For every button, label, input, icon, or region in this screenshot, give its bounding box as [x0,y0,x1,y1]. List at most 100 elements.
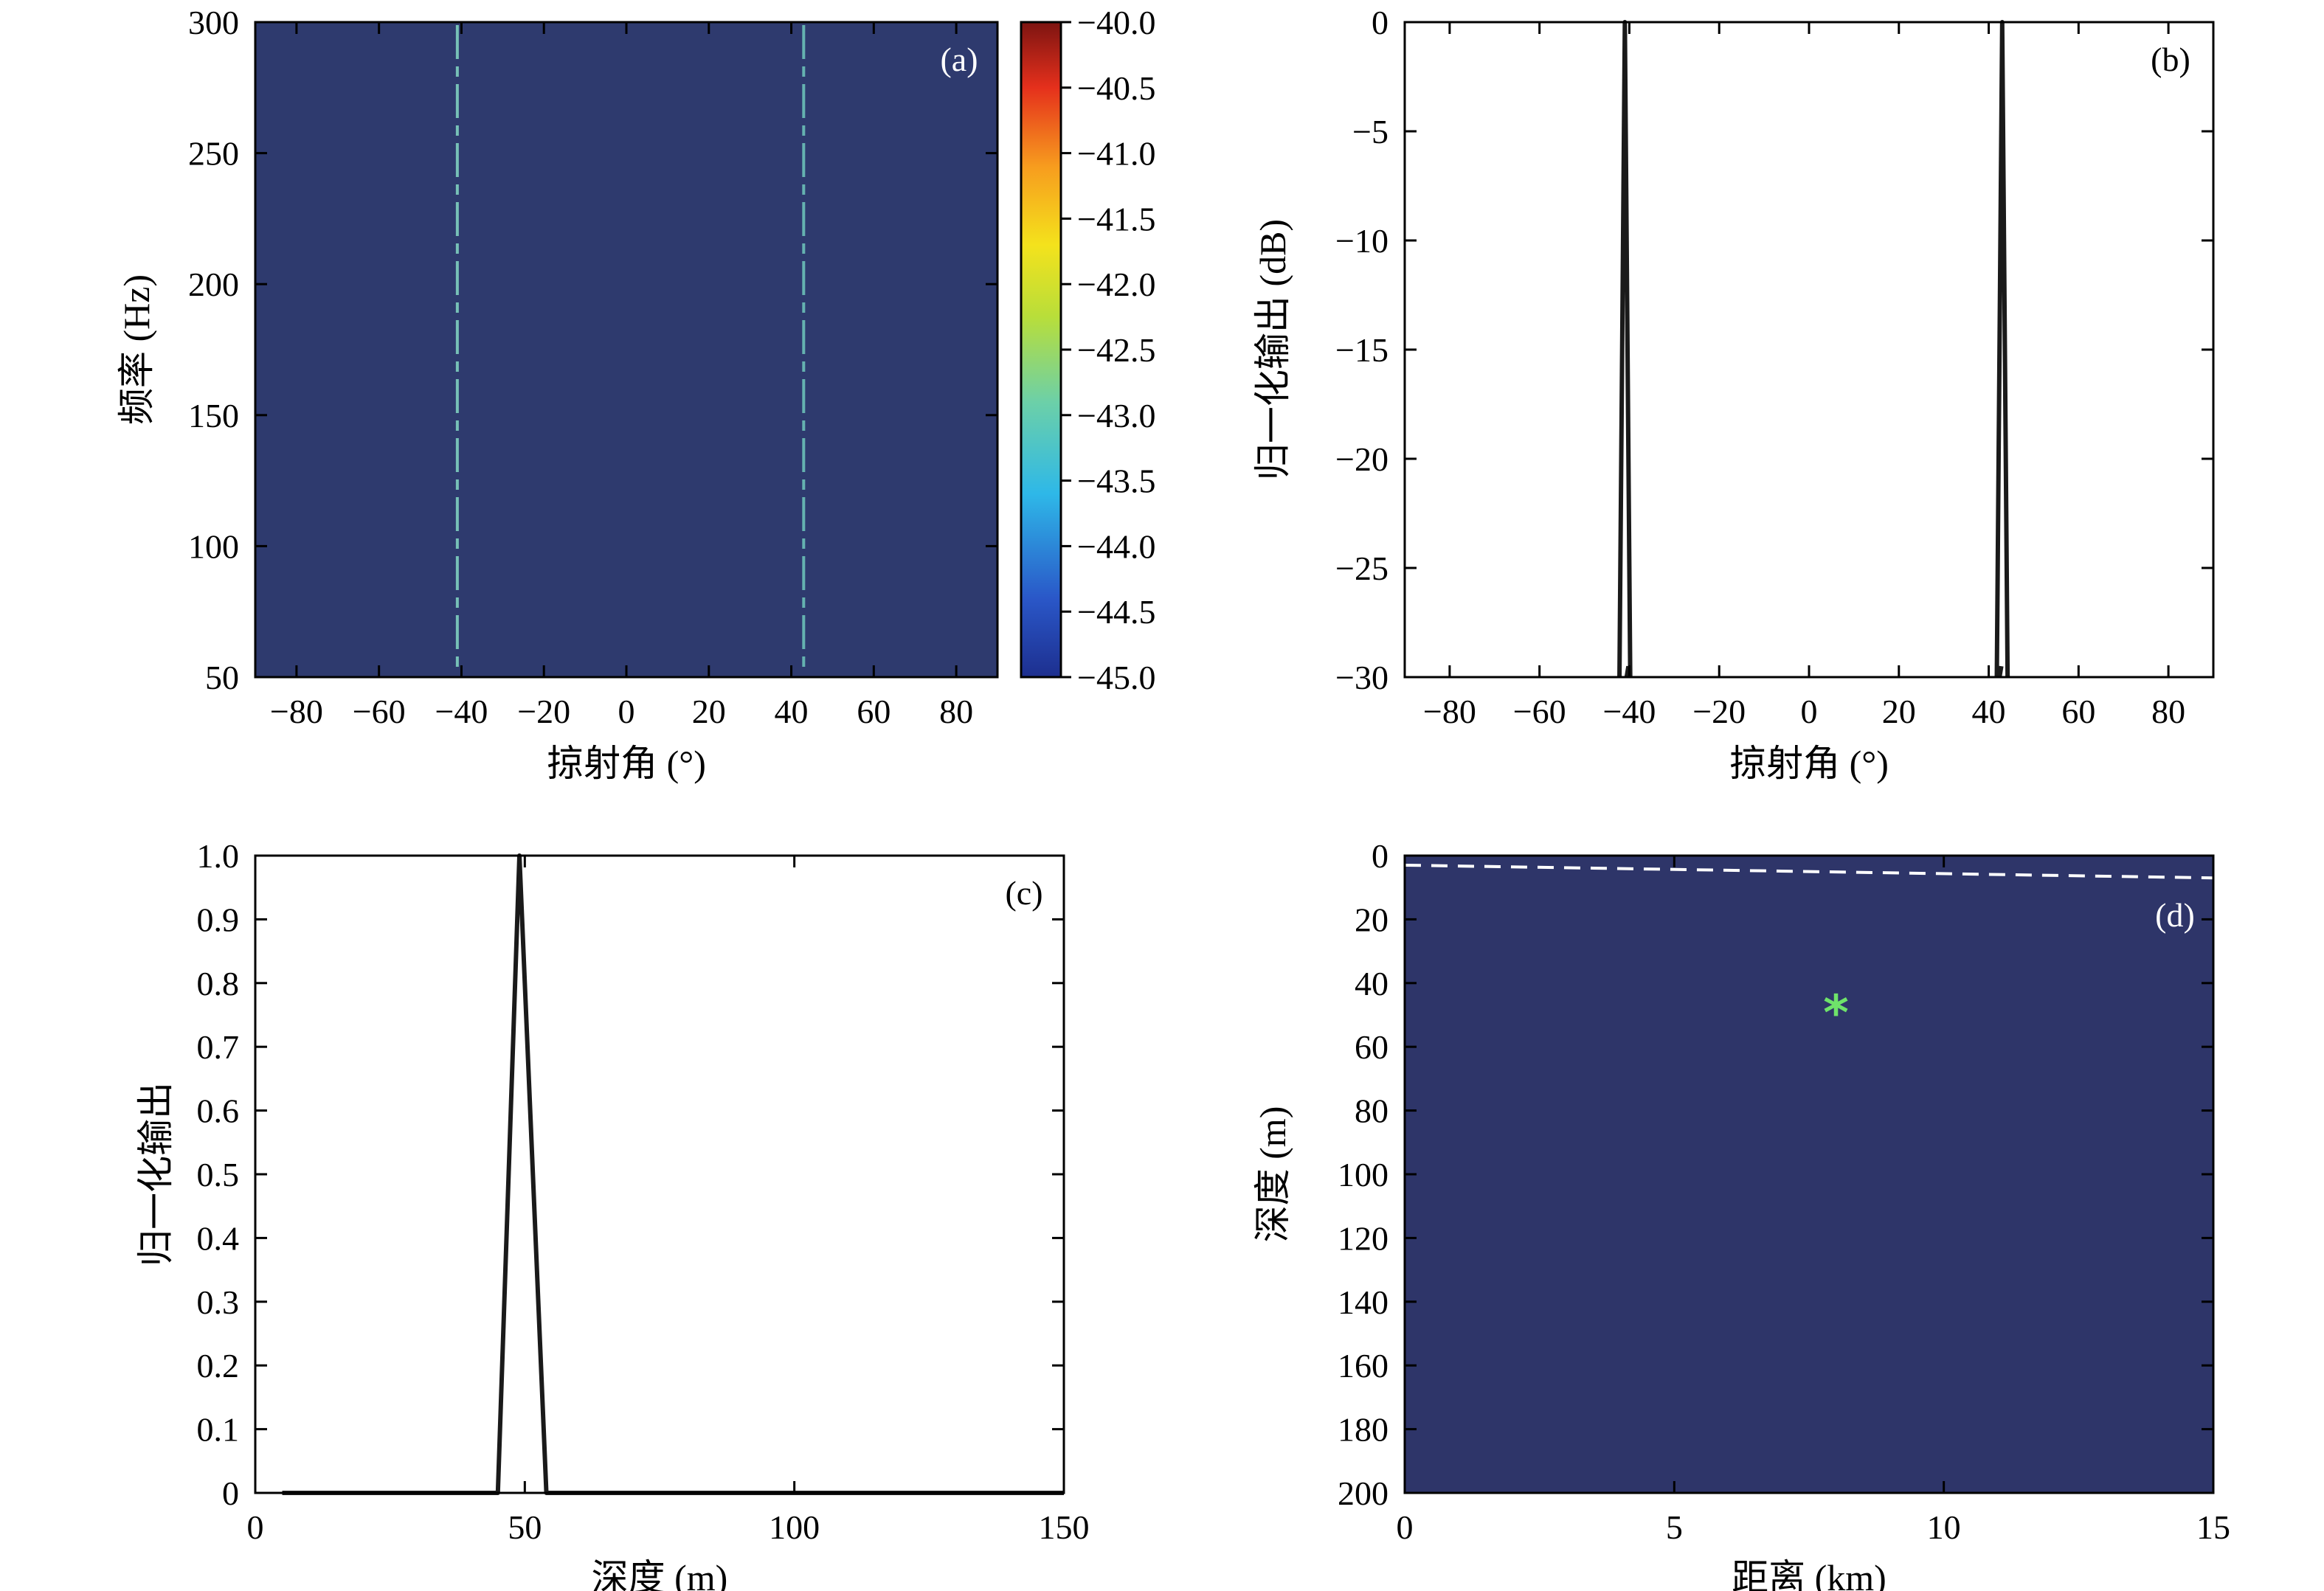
panel-a-ridges [455,25,806,674]
panel-a-y-ticks: 50 100 150 200 250 300 [188,4,997,696]
x-tick-label: −40 [1602,693,1656,730]
y-tick-label: −25 [1335,550,1388,587]
panel-b-x-ticks: −80 −60 −40 −20 0 20 40 60 80 [1423,22,2185,730]
source-marker: * [1823,985,1849,1041]
y-tick-label: −5 [1352,113,1388,150]
colorbar-tick-label: −42.0 [1077,266,1155,303]
panel-c-plot-area [255,856,1064,1493]
colorbar-tick-label: −41.5 [1077,200,1155,238]
panel-d: * 0 5 10 15 0 20 40 60 80 100 120 140 160 180 200 (d)… [1252,837,2230,1591]
y-tick-label: −20 [1335,440,1388,478]
x-tick-label: 0 [1801,693,1818,730]
panel-c-xlabel: 深度 (m) [592,1557,728,1591]
colorbar-tick-label: −42.5 [1077,331,1155,369]
colorbar-tick-label: −45.0 [1077,659,1155,696]
y-tick-label: 100 [1338,1156,1388,1193]
colorbar-tick-label: −40.5 [1077,69,1155,107]
x-tick-label: 0 [618,693,635,730]
x-tick-label: 20 [692,693,726,730]
x-tick-label: 100 [769,1508,820,1546]
panel-d-xlabel: 距离 (km) [1732,1557,1886,1591]
panel-c-y-ticks: 0 0.1 0.2 0.3 0.4 0.5 0.6 0.7 0.8 0.9 1.0 [197,837,1064,1512]
panel-c: 0 50 100 150 0 0.1 0.2 0.3 0.4 0.5 0.6 0.7 0.8 0.9 1.… [135,837,1090,1591]
y-tick-label: 1.0 [197,837,240,875]
panel-b-plot-area [1405,22,2213,677]
panel-a-xlabel: 掠射角 (°) [547,743,706,784]
panel-b-label: (b) [2151,41,2190,78]
y-tick-label: −30 [1335,659,1388,696]
x-tick-label: 10 [1927,1508,1961,1546]
y-tick-label: 0.1 [197,1411,240,1449]
y-tick-label: 150 [188,397,239,434]
panel-d-plot-area [1405,856,2213,1493]
x-tick-label: 0 [1397,1508,1414,1546]
x-tick-label: −80 [1423,693,1476,730]
panel-d-y-ticks: 0 20 40 60 80 100 120 140 160 180 200 [1338,837,2213,1512]
panel-a-ylabel: 频率 (Hz) [116,274,157,425]
x-tick-label: 60 [2061,693,2095,730]
panel-a-colorbar-ticks: −40.0 −40.5 −41.0 −41.5 −42.0 −42.5 −43.0 −43.5… [1061,4,1155,696]
x-tick-label: 20 [1882,693,1916,730]
x-tick-label: −40 [435,693,488,730]
x-tick-label: −20 [517,693,570,730]
x-tick-label: 50 [508,1508,542,1546]
dashed-line [1404,863,2214,880]
y-tick-label: 0 [1372,4,1388,41]
y-tick-label: −10 [1335,222,1388,260]
colorbar-tick-label: −43.5 [1077,462,1155,500]
y-tick-label: 100 [188,527,239,565]
panel-a-colorbar [1020,21,1062,679]
series-line [1997,665,2004,678]
x-tick-label: −60 [353,693,406,730]
y-tick-label: 80 [1355,1092,1388,1130]
x-tick-label: 40 [1972,693,2006,730]
y-tick-label: 200 [1338,1474,1388,1512]
y-tick-label: 0.5 [197,1156,240,1193]
colorbar-tick-label: −44.5 [1077,593,1155,631]
y-tick-label: 300 [188,4,239,41]
panel-c-ylabel: 归一化输出 [135,1082,176,1266]
panel-d-ylabel: 深度 (m) [1252,1106,1293,1243]
panel-c-x-ticks: 0 50 100 150 [247,856,1090,1546]
y-tick-label: 0.6 [197,1092,240,1130]
y-tick-label: 20 [1355,901,1388,938]
colorbar-tick-label: −41.0 [1077,135,1155,173]
y-tick-label: −15 [1335,331,1388,369]
panel-b-xlabel: 掠射角 (°) [1729,743,1889,784]
colorbar-tick-label: −44.0 [1077,527,1155,565]
y-tick-label: 160 [1338,1347,1388,1384]
y-tick-label: 0.2 [197,1347,240,1384]
y-tick-label: 140 [1338,1283,1388,1321]
panel-b-y-ticks: 0 −5 −10 −15 −20 −25 −30 [1335,4,2213,696]
y-tick-label: 200 [188,266,239,303]
x-tick-label: 0 [247,1508,264,1546]
panel-a-plot-area [255,22,997,677]
x-tick-label: −60 [1513,693,1566,730]
colorbar-tick-label: −43.0 [1077,397,1155,434]
x-tick-label: 150 [1039,1508,1090,1546]
y-tick-label: 40 [1355,965,1388,1002]
x-tick-label: 80 [2151,693,2185,730]
y-tick-label: 180 [1338,1411,1388,1449]
x-tick-label: 40 [775,693,809,730]
panel-d-x-ticks: 0 5 10 15 [1397,856,2230,1546]
x-tick-label: 5 [1666,1508,1683,1546]
y-tick-label: 0.7 [197,1028,240,1066]
y-tick-label: 0.9 [197,901,240,938]
panel-c-label: (c) [1005,874,1042,912]
y-tick-label: 0 [222,1474,239,1512]
panel-d-overlay: * [1404,863,2214,1041]
x-tick-label: −20 [1692,693,1746,730]
panel-a-label: (a) [940,41,978,78]
y-tick-label: 250 [188,135,239,173]
y-tick-label: 0.8 [197,965,240,1002]
x-tick-label: 15 [2196,1508,2230,1546]
y-tick-label: 120 [1338,1219,1388,1257]
x-tick-label: −80 [270,693,323,730]
y-tick-label: 0 [1372,837,1388,875]
panel-a: −80 −60 −40 −20 0 20 40 60 80 50100150200250300 … [116,4,1155,784]
panel-b: −80 −60 −40 −20 0 20 40 60 80 0 −5 −10 −15 −20 −25 −30… [1252,4,2215,784]
y-tick-label: 50 [205,659,239,696]
y-tick-label: 0.3 [197,1283,240,1321]
